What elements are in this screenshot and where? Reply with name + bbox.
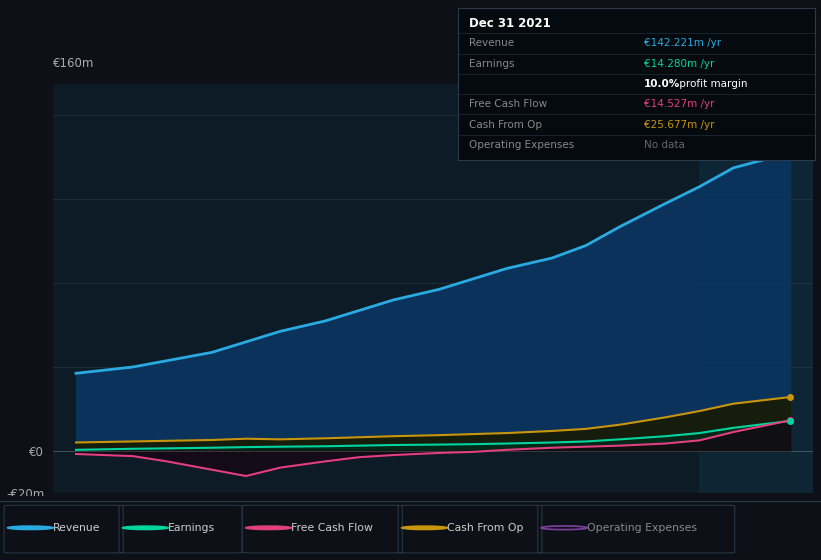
- Text: €14.527m /yr: €14.527m /yr: [644, 99, 714, 109]
- Circle shape: [7, 526, 53, 530]
- Text: Revenue: Revenue: [469, 39, 514, 48]
- Text: €142.221m /yr: €142.221m /yr: [644, 39, 721, 48]
- Circle shape: [245, 526, 291, 530]
- Text: Operating Expenses: Operating Expenses: [469, 140, 574, 150]
- Text: €25.677m /yr: €25.677m /yr: [644, 120, 714, 129]
- Bar: [699, 84, 813, 493]
- Circle shape: [401, 526, 447, 530]
- Text: Earnings: Earnings: [168, 523, 215, 533]
- Text: Cash From Op: Cash From Op: [469, 120, 542, 129]
- Text: Revenue: Revenue: [53, 523, 101, 533]
- Text: 10.0%: 10.0%: [644, 79, 680, 89]
- Text: Dec 31 2021: Dec 31 2021: [469, 17, 551, 30]
- Text: Operating Expenses: Operating Expenses: [587, 523, 697, 533]
- Text: €160m: €160m: [53, 57, 94, 70]
- Text: Earnings: Earnings: [469, 59, 514, 69]
- Text: No data: No data: [644, 140, 685, 150]
- Text: Free Cash Flow: Free Cash Flow: [291, 523, 374, 533]
- Text: Free Cash Flow: Free Cash Flow: [469, 99, 547, 109]
- Text: profit margin: profit margin: [676, 79, 747, 89]
- Circle shape: [122, 526, 168, 530]
- Text: €14.280m /yr: €14.280m /yr: [644, 59, 714, 69]
- Text: Cash From Op: Cash From Op: [447, 523, 524, 533]
